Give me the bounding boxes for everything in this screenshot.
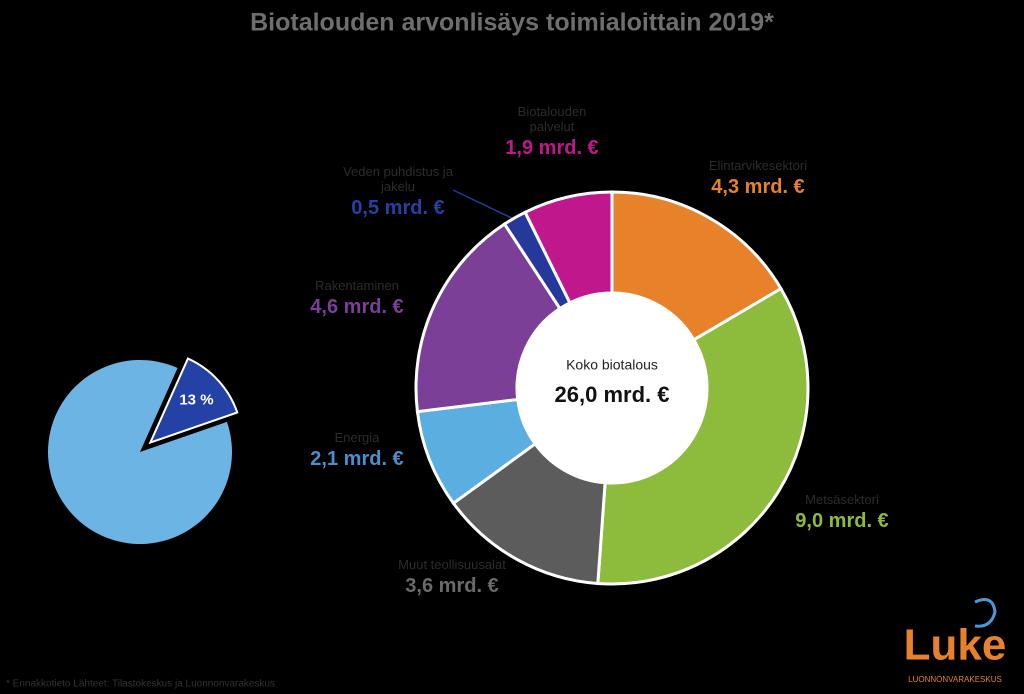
chart-title: Biotalouden arvonlisäys toimialoittain 2… bbox=[250, 9, 774, 37]
pie-value-label: 13 % bbox=[179, 391, 213, 408]
segment-label: Energia 2,1 mrd. € bbox=[302, 430, 412, 471]
segment-label: Elintarvikesektori 4,3 mrd. € bbox=[693, 158, 823, 199]
value-label: 0,5 mrd. € bbox=[351, 197, 445, 219]
category-label: Energia bbox=[334, 430, 380, 445]
logo: Luke bbox=[904, 621, 1007, 670]
segment-label: Muut teollisuusalat 3,6 mrd. € bbox=[377, 557, 527, 598]
category-label: Veden puhdistus ja jakelu bbox=[343, 164, 453, 194]
logo-leaf bbox=[974, 598, 997, 628]
value-label: 9,0 mrd. € bbox=[795, 510, 889, 532]
segment-label: Veden puhdistus ja jakelu 0,5 mrd. € bbox=[338, 164, 458, 220]
center-value: 26,0 mrd. € bbox=[555, 382, 670, 407]
donut-hole bbox=[517, 293, 707, 483]
segment-label: Biotalouden palvelut 1,9 mrd. € bbox=[502, 104, 602, 160]
value-label: 1,9 mrd. € bbox=[505, 137, 599, 159]
value-label: 2,1 mrd. € bbox=[310, 448, 404, 470]
category-label: Rakentaminen bbox=[315, 278, 399, 293]
footnote: * Ennakkotieto Lähteet: Tilastokeskus ja… bbox=[6, 679, 275, 690]
center-label: Koko biotalous bbox=[566, 357, 658, 373]
leader-line bbox=[452, 189, 521, 223]
value-label: 3,6 mrd. € bbox=[405, 575, 499, 597]
pie-slice bbox=[48, 360, 232, 545]
segment-label: Rakentaminen 4,6 mrd. € bbox=[297, 278, 417, 319]
value-label: 4,3 mrd. € bbox=[711, 176, 805, 198]
pie-slice bbox=[148, 357, 239, 445]
category-label: Elintarvikesektori bbox=[708, 158, 808, 173]
logo-subtitle: LUONNONVARAKESKUS bbox=[908, 675, 1002, 684]
segment-label: Metsäsektori 9,0 mrd. € bbox=[782, 492, 902, 533]
value-label: 4,6 mrd. € bbox=[310, 296, 404, 318]
category-label: Biotalouden palvelut bbox=[517, 104, 587, 134]
category-label: Muut teollisuusalat bbox=[398, 557, 506, 572]
category-label: Metsäsektori bbox=[805, 492, 879, 507]
